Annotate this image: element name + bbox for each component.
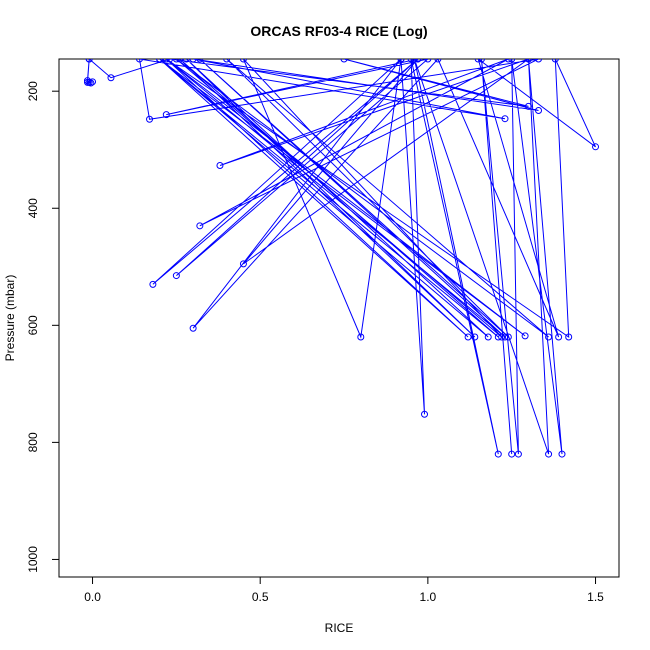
data-point bbox=[508, 59, 516, 63]
data-point bbox=[521, 332, 529, 340]
x-axis-label: RICE bbox=[325, 621, 354, 635]
data-point bbox=[189, 59, 197, 63]
y-tick-label: 400 bbox=[26, 198, 40, 218]
data-point bbox=[196, 222, 204, 230]
data-point bbox=[555, 333, 563, 341]
series-line bbox=[86, 59, 596, 455]
data-point bbox=[172, 59, 180, 63]
plot-frame bbox=[58, 58, 620, 578]
data-point bbox=[162, 111, 170, 119]
data-point bbox=[434, 59, 442, 63]
data-point bbox=[414, 59, 422, 63]
data-point bbox=[239, 260, 247, 268]
y-tick-label: 200 bbox=[26, 81, 40, 101]
data-point bbox=[545, 450, 553, 458]
data-point bbox=[592, 143, 600, 151]
x-tick-label: 1.5 bbox=[587, 590, 604, 604]
data-point bbox=[223, 59, 231, 63]
data-point bbox=[182, 59, 190, 63]
data-point bbox=[135, 59, 143, 63]
data-point bbox=[474, 59, 482, 63]
x-tick-label: 0.0 bbox=[84, 590, 101, 604]
data-point bbox=[149, 280, 157, 288]
data-point bbox=[172, 272, 180, 280]
chart-title: ORCAS RF03-4 RICE (Log) bbox=[250, 23, 427, 39]
data-point bbox=[565, 333, 573, 341]
data-point bbox=[514, 450, 522, 458]
data-point bbox=[471, 333, 479, 341]
data-point bbox=[494, 333, 502, 341]
data-point bbox=[494, 450, 502, 458]
data-point bbox=[407, 59, 415, 63]
data-point bbox=[189, 324, 197, 332]
data-point bbox=[464, 333, 472, 341]
series-layer bbox=[84, 59, 600, 458]
data-point bbox=[504, 333, 512, 341]
x-axis: 0.0 0.5 1.0 1.5 bbox=[84, 577, 604, 604]
data-point bbox=[498, 333, 506, 341]
data-point bbox=[166, 59, 174, 63]
data-point bbox=[535, 107, 543, 115]
data-point bbox=[176, 59, 184, 63]
data-point bbox=[84, 78, 92, 86]
data-point bbox=[397, 59, 405, 63]
y-tick-label: 1000 bbox=[26, 546, 40, 573]
data-point bbox=[162, 59, 170, 63]
data-point bbox=[535, 59, 543, 63]
data-point bbox=[107, 74, 115, 82]
data-point bbox=[558, 450, 566, 458]
y-axis-label: Pressure (mbar) bbox=[3, 275, 17, 362]
data-point bbox=[196, 59, 204, 63]
data-point bbox=[85, 59, 93, 63]
data-point bbox=[524, 102, 532, 110]
data-point bbox=[501, 333, 509, 341]
data-point bbox=[421, 410, 429, 418]
data-point bbox=[504, 59, 512, 63]
data-point bbox=[146, 115, 154, 123]
y-axis: 200 400 600 800 1000 bbox=[26, 81, 59, 573]
data-point bbox=[424, 59, 432, 63]
data-point bbox=[156, 59, 164, 63]
y-tick-label: 600 bbox=[26, 315, 40, 335]
data-point bbox=[216, 162, 224, 170]
data-point bbox=[478, 59, 486, 63]
data-point bbox=[551, 59, 559, 63]
x-tick-label: 0.5 bbox=[252, 590, 269, 604]
x-tick-label: 1.0 bbox=[420, 590, 437, 604]
data-point bbox=[524, 59, 532, 63]
data-point bbox=[545, 333, 553, 341]
data-point bbox=[410, 59, 418, 63]
y-tick-label: 800 bbox=[26, 432, 40, 452]
data-point bbox=[239, 59, 247, 63]
data-point bbox=[89, 78, 97, 86]
data-point bbox=[501, 115, 509, 123]
data-point bbox=[357, 333, 365, 341]
data-point bbox=[484, 333, 492, 341]
data-point bbox=[508, 450, 516, 458]
data-point bbox=[340, 59, 348, 63]
